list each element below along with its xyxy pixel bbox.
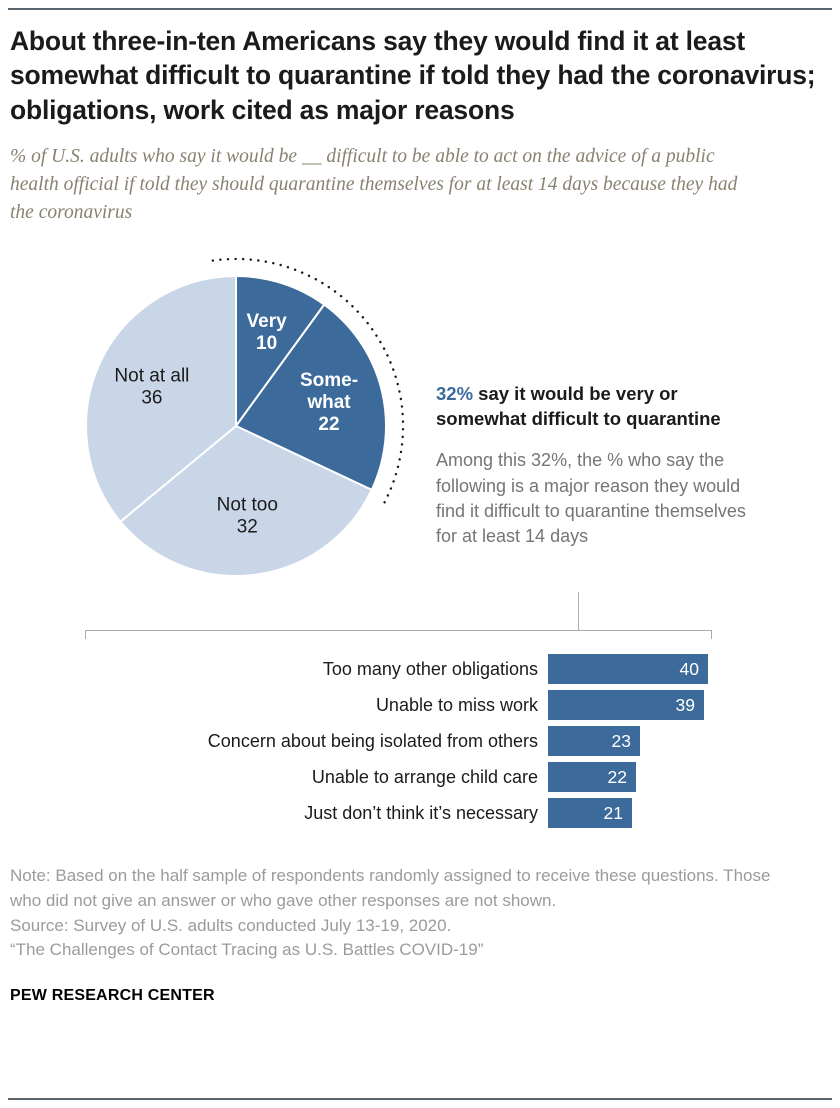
chart-subtitle: % of U.S. adults who say it would be __ …: [10, 146, 738, 223]
bar-chart: Too many other obligations 40 Unable to mi…: [0, 654, 840, 829]
bar-category-label: Unable to arrange child care: [311, 766, 538, 787]
chart-title: About three-in-ten Americans say they wo…: [10, 26, 816, 125]
pie-slice-label-somewhat: Some-what 22: [300, 370, 358, 435]
bar-value-label: 40: [679, 658, 699, 679]
bar-category-label: Too many other obligations: [322, 658, 538, 679]
bar-value-label: 39: [675, 694, 695, 715]
pew-research-center-wordmark: PEW RESEARCH CENTER: [10, 986, 215, 1004]
bar: 23: [548, 726, 640, 757]
pie-slice-not-at-all: [85, 275, 237, 524]
bar: 39: [548, 690, 704, 721]
bracket-horizontal-line: [85, 630, 712, 632]
pie-slice-label-not-too: Not too 32: [217, 495, 278, 538]
pie-slice-not-too: [118, 425, 374, 578]
pie-section: Very 10 Some-what 22 Not too 32 Not at all 36 3…: [0, 254, 840, 592]
connector-vertical-line: [578, 592, 579, 631]
pie-chart: Very 10 Some-what 22 Not too 32 Not at all 36: [85, 258, 405, 578]
callout-percentage: 32%: [436, 383, 474, 405]
bar-value-label: 21: [603, 802, 623, 823]
footnote: Note: Based on the half sample of respon…: [10, 864, 790, 963]
bar-category-label: Concern about being isolated from others: [207, 730, 538, 751]
footnote-source: Source: Survey of U.S. adults conducted …: [10, 915, 452, 935]
pie-slice-label-not-at-all: Not at all 36: [114, 366, 189, 409]
footnote-report-title: “The Challenges of Contact Tracing as U.…: [10, 940, 484, 960]
bracket-right-tick: [711, 630, 712, 640]
bar: 40: [548, 654, 708, 685]
bar: 22: [548, 762, 636, 793]
bar-row: Too many other obligations 40: [0, 654, 840, 685]
callout-headline: 32% say it would be very or somewhat dif…: [436, 382, 766, 432]
bar-value-label: 22: [607, 766, 627, 787]
pie-slice-very: [235, 275, 326, 430]
bar-row: Unable to miss work 39: [0, 690, 840, 721]
bar-category-label: Unable to miss work: [375, 694, 538, 715]
bottom-divider: [8, 1098, 832, 1100]
pie-slice-label-very: Very 10: [247, 311, 288, 354]
bracket-left-tick: [85, 630, 86, 640]
callout-explainer: Among this 32%, the % who say the follow…: [436, 450, 746, 546]
bar-row: Concern about being isolated from others…: [0, 726, 840, 757]
footnote-note: Note: Based on the half sample of respon…: [10, 866, 771, 911]
bracket-connector: [0, 592, 840, 642]
bar-category-label: Just don’t think it’s necessary: [304, 802, 538, 823]
callout: 32% say it would be very or somewhat dif…: [436, 254, 766, 549]
bar-row: Unable to arrange child care 22: [0, 762, 840, 793]
bar-value-label: 23: [611, 730, 631, 751]
callout-headline-text: say it would be very or somewhat difficu…: [436, 383, 721, 430]
bar-row: Just don’t think it’s necessary 21: [0, 798, 840, 829]
bar: 21: [548, 798, 632, 829]
top-divider: [8, 8, 832, 10]
